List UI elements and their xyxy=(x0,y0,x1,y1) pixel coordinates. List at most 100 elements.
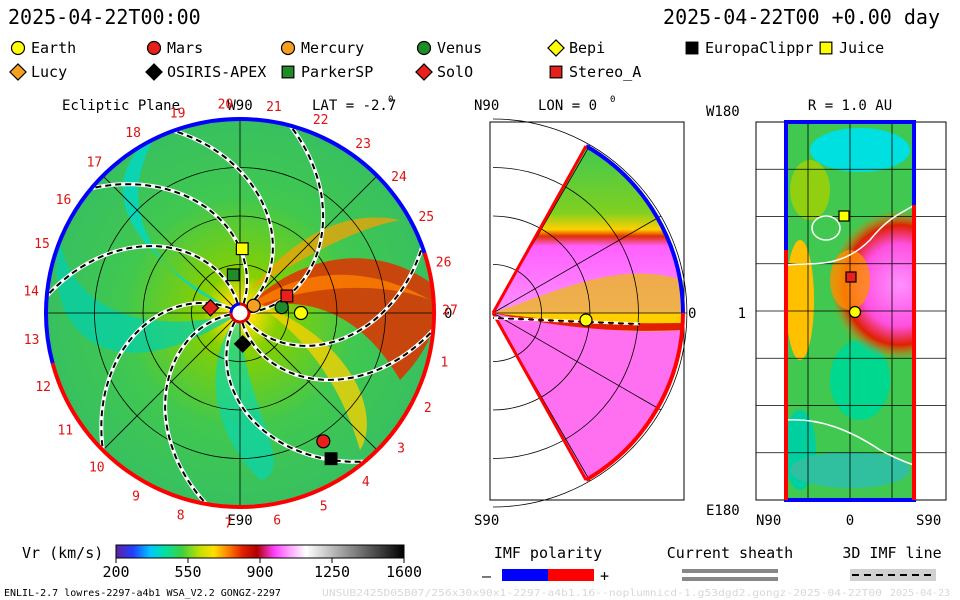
imf-plus: + xyxy=(600,567,609,585)
colorbar-ramp xyxy=(115,544,405,559)
legend-stereo-a-label: Stereo_A xyxy=(569,63,641,81)
carrington-number-6: 6 xyxy=(273,514,281,529)
ecliptic-imf-line-dash-6 xyxy=(164,313,231,505)
carrington-number-16: 16 xyxy=(56,193,72,208)
slow-wind-region-cyan-2 xyxy=(56,240,240,353)
legend-venus-marker xyxy=(416,40,432,56)
carrington-number-19: 19 xyxy=(170,107,186,122)
meridional-panel: N90 LON = 0 0 S90 0 xyxy=(474,95,696,529)
carrington-number-4: 4 xyxy=(362,475,370,490)
colorbar-tick-label-200: 200 xyxy=(102,563,129,581)
slow-wind-region-cyan-3 xyxy=(215,313,274,480)
ecliptic-top-label: W90 xyxy=(227,98,252,114)
meridional-edge-north xyxy=(491,145,588,314)
ecliptic-rim-negative xyxy=(44,117,427,364)
carrington-number-25: 25 xyxy=(418,210,434,225)
meridional-edge-south xyxy=(491,312,588,481)
legend-osiris-apex-marker xyxy=(145,63,163,81)
sphere-earth-marker xyxy=(848,305,862,319)
carrington-number-22: 22 xyxy=(313,113,329,128)
meridional-grid xyxy=(492,118,688,508)
legend-juice-marker xyxy=(819,41,833,55)
title-right: 2025-04-22T00 +0.00 day xyxy=(663,5,940,29)
legend-europaclippr-marker xyxy=(685,41,699,55)
sphere-juice-marker xyxy=(838,210,850,222)
sphere-lime-1 xyxy=(790,160,830,220)
carrington-number-11: 11 xyxy=(57,424,73,439)
title-left: 2025-04-22T00:00 xyxy=(8,5,201,29)
carrington-number-18: 18 xyxy=(125,126,141,141)
sphere-stereo-a-marker xyxy=(845,271,857,283)
sun-marker xyxy=(229,302,251,324)
legend-lucy-marker xyxy=(9,63,27,81)
ecliptic-bodies xyxy=(201,242,338,466)
imf-line-title: 3D IMF line xyxy=(842,544,941,562)
legend-europaclippr-label: EuropaClippr xyxy=(705,39,813,57)
ecliptic-europaclippr-marker xyxy=(324,452,338,466)
sphere-r-label: R = 1.0 AU xyxy=(808,98,892,114)
ecliptic-imf-line-dash-9 xyxy=(245,246,424,347)
legend-venus-label: Venus xyxy=(437,39,482,57)
legend: Earth Mars Mercury Venus Bepi EuropaClippr Jui… xyxy=(9,39,884,81)
ecliptic-panel: Ecliptic Plane LAT = -2.7 0 W90 E90 0 12… xyxy=(23,95,457,532)
colorbar-tick-label-900: 900 xyxy=(246,563,273,581)
legend-parkersp-marker xyxy=(281,65,295,79)
legend-osiris-apex-label: OSIRIS-APEX xyxy=(167,63,266,81)
ecliptic-rim-positive xyxy=(50,252,436,509)
carrington-number-10: 10 xyxy=(89,461,105,476)
ecliptic-imf-line-dash-4 xyxy=(46,245,239,304)
meridional-rim-negative xyxy=(584,144,685,314)
ecliptic-juice-marker xyxy=(235,242,249,256)
ecliptic-mars-marker xyxy=(316,434,331,449)
meridional-lon-degree: 0 xyxy=(610,95,615,105)
legend-earth-marker xyxy=(10,40,26,56)
ecliptic-imf-line-dash-8 xyxy=(241,322,434,381)
ecliptic-parkersp-marker xyxy=(226,268,240,282)
imf-minus: – xyxy=(482,567,492,585)
legend-bepi-marker xyxy=(547,39,565,57)
legend-stereo-a-marker xyxy=(549,65,563,79)
ecliptic-imf-line-dash-5 xyxy=(100,302,232,451)
sphere-top-left-label: W180 xyxy=(706,104,740,120)
carrington-number-7: 7 xyxy=(225,517,233,532)
legend-parkersp-label: ParkerSP xyxy=(301,63,373,81)
footer-run-date: 2025-04-23 xyxy=(890,588,950,599)
imf-line-legend: 3D IMF line xyxy=(842,544,942,581)
legend-solo-marker xyxy=(415,63,433,81)
meridional-imf-line xyxy=(492,316,641,326)
carrington-number-3: 3 xyxy=(397,442,405,457)
sphere-panel: R = 1.0 AU W180 1 E180 N90 0 S90 xyxy=(706,98,947,529)
sphere-cyan-top xyxy=(810,128,910,172)
ecliptic-mercury-marker xyxy=(246,298,261,313)
carrington-number-13: 13 xyxy=(24,333,40,348)
legend-mars-label: Mars xyxy=(167,39,203,57)
legend-mercury-marker xyxy=(280,40,296,56)
colorbar-ticks: 200 550 900 1250 1600 xyxy=(102,558,422,581)
carrington-number-15: 15 xyxy=(34,237,50,252)
ecliptic-lat-degree: 0 xyxy=(388,95,393,105)
footer-run-id: UNSUB2425D05B07/256x30x90x1-2297-a4b1.16… xyxy=(322,588,882,599)
ecliptic-osiris-apex-marker xyxy=(233,335,252,353)
imf-negative-swatch xyxy=(502,569,548,581)
meridional-lon-label: LON = 0 xyxy=(538,98,597,114)
sphere-x-mid: 0 xyxy=(846,513,854,529)
carrington-number-12: 12 xyxy=(35,380,51,395)
legend-earth-label: Earth xyxy=(31,39,76,57)
ecliptic-title: Ecliptic Plane xyxy=(62,98,180,114)
sphere-fast-stream xyxy=(830,210,914,360)
ecliptic-imf-line-dash-2 xyxy=(173,129,274,308)
ecliptic-right-label: 0 xyxy=(444,306,452,322)
current-sheath-line-2 xyxy=(682,577,778,581)
current-sheath-legend: Current sheath xyxy=(667,544,793,581)
ecliptic-solo-marker xyxy=(201,298,220,317)
sphere-current-sheet-upper xyxy=(785,204,915,266)
sphere-x-right: S90 xyxy=(916,513,941,529)
imf-polarity-legend: IMF polarity – + xyxy=(482,544,609,585)
sphere-x-left: N90 xyxy=(756,513,781,529)
fast-wind-stream-orange-2 xyxy=(250,217,400,290)
sphere-cyan-mid xyxy=(830,340,890,420)
ecliptic-imf-line-dash-7 xyxy=(225,321,365,463)
carrington-number-26: 26 xyxy=(436,256,452,271)
legend-solo-label: SolO xyxy=(437,63,473,81)
